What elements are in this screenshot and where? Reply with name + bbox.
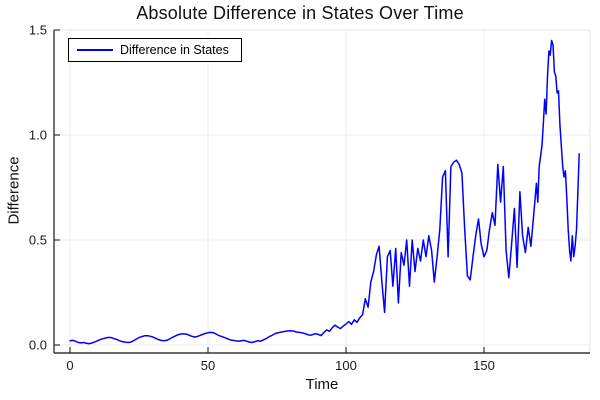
x-tick-label: 150 xyxy=(473,358,495,373)
y-tick-label: 0.0 xyxy=(29,338,47,353)
x-tick-label: 50 xyxy=(201,358,215,373)
x-tick-label: 0 xyxy=(66,358,73,373)
y-tick-label: 1.0 xyxy=(29,128,47,143)
x-axis-title: Time xyxy=(305,376,339,393)
legend-label: Difference in States xyxy=(120,43,229,57)
y-tick-label: 0.5 xyxy=(29,233,47,248)
legend-line-sample-icon xyxy=(77,49,113,51)
x-tick-label: 100 xyxy=(335,358,357,373)
y-tick-label: 1.5 xyxy=(29,23,47,38)
legend: Difference in States xyxy=(68,38,242,62)
series-line xyxy=(69,39,580,345)
chart-title: Absolute Difference in States Over Time xyxy=(136,3,464,23)
